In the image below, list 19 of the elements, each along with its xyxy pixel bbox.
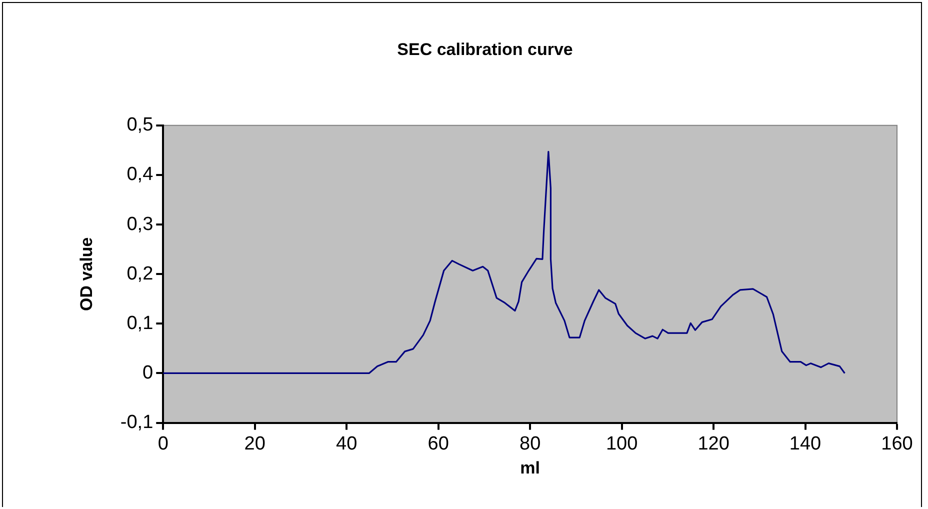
- y-tick-label: 0,3: [126, 214, 154, 235]
- x-tick-label: 40: [336, 433, 358, 454]
- x-tick-label: 100: [606, 433, 638, 454]
- x-tick-label: 60: [428, 433, 449, 454]
- x-tick-label: 160: [881, 433, 913, 454]
- y-axis-title: OD value: [76, 237, 96, 311]
- chart-title: SEC calibration curve: [397, 40, 573, 59]
- y-tick-label: 0: [142, 362, 154, 384]
- x-tick-label: 20: [244, 433, 266, 454]
- y-tick-label: 0,2: [126, 263, 154, 284]
- y-tick-label: -0,1: [120, 412, 154, 434]
- x-tick-label: 140: [789, 433, 822, 454]
- x-axis-title: ml: [520, 458, 540, 478]
- x-tick-label: 80: [520, 433, 541, 454]
- y-tick-label: 0,1: [126, 312, 154, 334]
- y-tick-label: 0,5: [126, 114, 154, 136]
- x-tick-label: 0: [158, 433, 168, 454]
- y-tick-label: 0,4: [126, 164, 154, 186]
- x-tick-label: 120: [698, 433, 730, 454]
